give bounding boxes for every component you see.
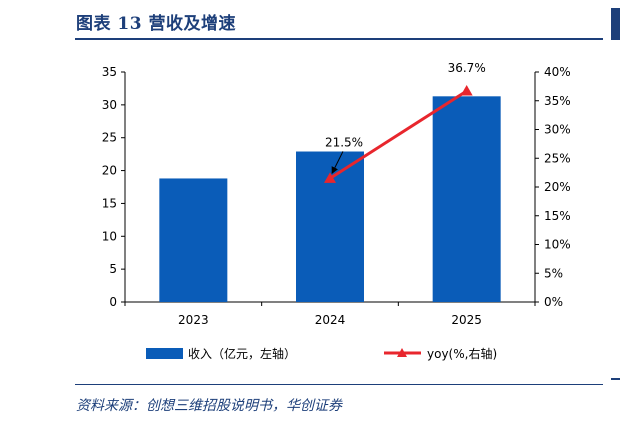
left-tick-label: 25: [102, 131, 117, 145]
bar-2023: [159, 178, 228, 302]
right-tick-label: 20%: [544, 180, 571, 194]
bar-series: [159, 96, 501, 302]
right-tick-label: 5%: [544, 266, 563, 280]
right-tick-label: 15%: [544, 209, 571, 223]
legend-swatch-revenue: [146, 348, 183, 359]
right-tick-label: 40%: [544, 65, 571, 79]
legend-swatch-yoy-marker: [397, 348, 407, 357]
right-tick-label: 35%: [544, 94, 571, 108]
left-tick-label: 5: [109, 262, 117, 276]
x-tick-label: 2023: [178, 313, 209, 327]
yoy-point-2024: [324, 172, 336, 183]
left-tick-label: 10: [102, 229, 117, 243]
bar-2025: [432, 96, 501, 302]
adjacent-figure-edge-line: [611, 378, 620, 380]
x-tick-label: 2025: [451, 313, 482, 327]
right-tick-label: 10%: [544, 238, 571, 252]
source-note: 资料来源：创想三维招股说明书，华创证券: [76, 398, 342, 414]
x-tick-label: 2024: [315, 313, 346, 327]
footer-rule: [75, 384, 603, 385]
left-tick-label: 15: [102, 196, 117, 210]
legend-label-yoy: yoy(%,右轴): [427, 346, 497, 361]
line-series: [324, 84, 473, 183]
left-tick-label: 20: [102, 164, 117, 178]
yoy-line: [329, 89, 468, 180]
left-tick-label: 35: [102, 65, 117, 79]
left-tick-label: 0: [109, 295, 117, 309]
revenue-growth-chart: 051015202530350%5%10%15%20%25%30%35%40%2…: [102, 61, 571, 361]
right-tick-label: 25%: [544, 151, 571, 165]
yoy-point-2025: [460, 84, 473, 96]
annotation-arrow-2024: [331, 151, 344, 175]
legend: 收入（亿元，左轴） yoy(%,右轴): [146, 346, 497, 361]
annotations: 21.5% 36.7%: [325, 61, 486, 175]
data-label-2025: 36.7%: [448, 61, 486, 75]
right-tick-label: 0%: [544, 295, 563, 309]
adjacent-figure-edge: [611, 8, 620, 40]
left-tick-label: 30: [102, 98, 117, 112]
header-rule: [75, 38, 603, 40]
data-label-2024: 21.5%: [325, 135, 363, 149]
legend-label-revenue: 收入（亿元，左轴）: [188, 346, 296, 361]
right-tick-label: 30%: [544, 123, 571, 137]
figure-title: 图表 13 营收及增速: [76, 14, 236, 34]
